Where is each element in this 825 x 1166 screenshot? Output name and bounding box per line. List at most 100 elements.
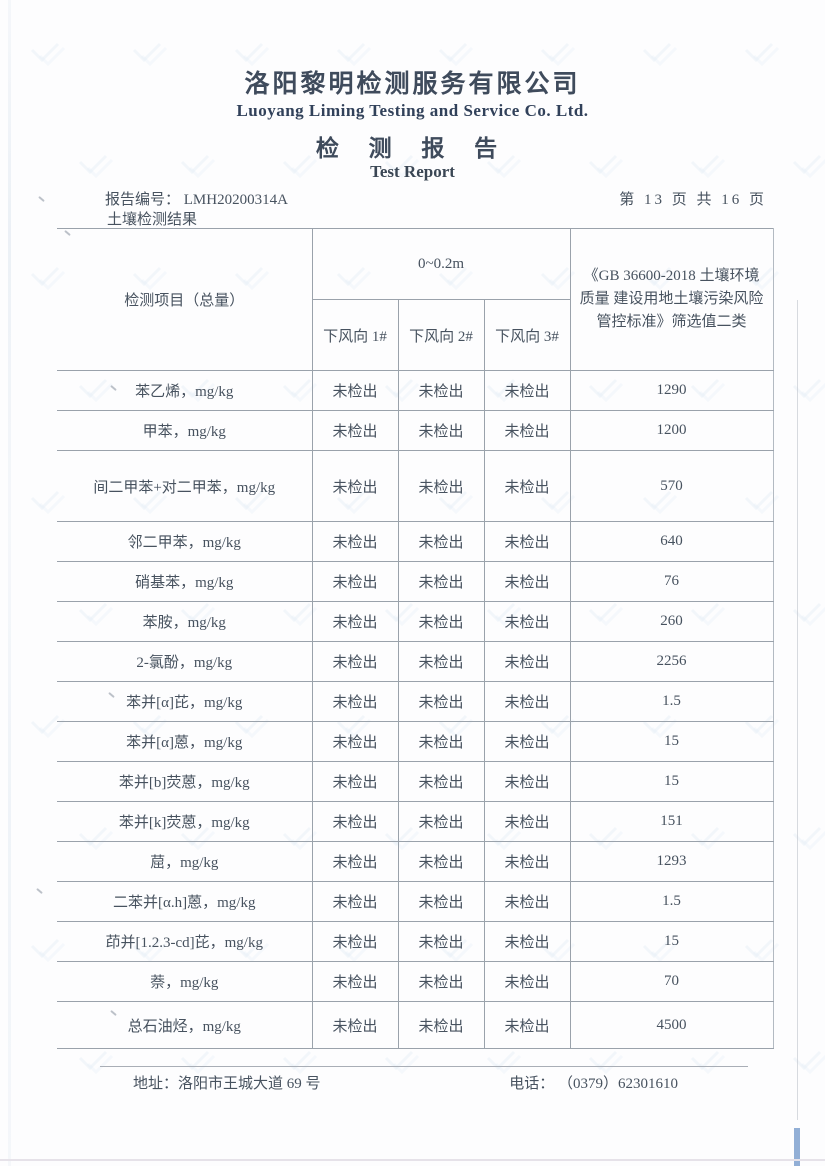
result-cell: 未检出: [483, 721, 571, 762]
table-row: 总石油烃，mg/kg 未检出 未检出 未检出 4500: [57, 1001, 774, 1049]
table-row: 苯并[α]蒽，mg/kg 未检出 未检出 未检出 15: [57, 721, 774, 762]
result-cell: 未检出: [311, 641, 399, 682]
table-row: 䓛，mg/kg 未检出 未检出 未检出 1293: [57, 841, 774, 882]
result-cell: 未检出: [311, 1001, 399, 1049]
item-cell: 甲苯，mg/kg: [57, 410, 313, 451]
result-cell: 未检出: [397, 761, 485, 802]
table-row: 甲苯，mg/kg 未检出 未检出 未检出 1200: [57, 410, 774, 451]
watermark-chevron-icon: [792, 378, 825, 403]
result-cell: 未检出: [483, 450, 571, 522]
result-cell: 未检出: [311, 921, 399, 962]
table-row: 苯并[k]荧蒽，mg/kg 未检出 未检出 未检出 151: [57, 801, 774, 842]
limit-cell: 15: [569, 721, 774, 762]
item-cell: 萘，mg/kg: [57, 961, 313, 1002]
table-row: 苯胺，mg/kg 未检出 未检出 未检出 260: [57, 601, 774, 642]
result-cell: 未检出: [311, 681, 399, 722]
report-number-value: LMH20200314A: [183, 192, 288, 208]
result-cell: 未检出: [483, 410, 571, 451]
result-cell: 未检出: [483, 681, 571, 722]
table-row: 间二甲苯+对二甲苯，mg/kg 未检出 未检出 未检出 570: [57, 450, 774, 522]
result-cell: 未检出: [397, 721, 485, 762]
result-cell: 未检出: [397, 601, 485, 642]
result-cell: 未检出: [311, 370, 399, 411]
table-row: 二苯并[α.h]蒽，mg/kg 未检出 未检出 未检出 1.5: [57, 881, 774, 922]
result-cell: 未检出: [483, 961, 571, 1002]
table-row: 邻二甲苯，mg/kg 未检出 未检出 未检出 640: [57, 521, 774, 562]
result-cell: 未检出: [311, 521, 399, 562]
item-cell: 邻二甲苯，mg/kg: [57, 521, 313, 562]
column-header-downwind-2: 下风向 2#: [397, 299, 485, 371]
limit-cell: 2256: [569, 641, 774, 682]
result-cell: 未检出: [483, 561, 571, 602]
watermark-chevron-icon: [690, 1050, 726, 1075]
limit-cell: 640: [569, 521, 774, 562]
result-cell: 未检出: [311, 601, 399, 642]
result-cell: 未检出: [397, 410, 485, 451]
result-cell: 未检出: [311, 841, 399, 882]
footer-address: 地址：洛阳市王城大道 69 号: [133, 1072, 321, 1093]
item-cell: 二苯并[α.h]蒽，mg/kg: [57, 881, 313, 922]
limit-cell: 70: [569, 961, 774, 1002]
result-cell: 未检出: [397, 801, 485, 842]
footer-address-label: 地址：: [133, 1076, 179, 1092]
column-header-downwind-3: 下风向 3#: [483, 299, 571, 371]
watermark-chevron-icon: [792, 826, 825, 851]
limit-cell: 4500: [569, 1001, 774, 1049]
report-title-en: Test Report: [370, 162, 455, 181]
table-row: 茚并[1.2.3-cd]芘，mg/kg 未检出 未检出 未检出 15: [57, 921, 774, 962]
result-cell: 未检出: [397, 370, 485, 411]
result-cell: 未检出: [311, 721, 399, 762]
result-cell: 未检出: [311, 561, 399, 602]
item-cell: 硝基苯，mg/kg: [57, 561, 313, 602]
item-cell: 苯并[k]荧蒽，mg/kg: [57, 801, 313, 842]
result-cell: 未检出: [483, 921, 571, 962]
result-cell: 未检出: [397, 1001, 485, 1049]
table-row: 2-氯酚，mg/kg 未检出 未检出 未检出 2256: [57, 641, 774, 682]
scan-edge-line-bottom: [0, 1159, 825, 1161]
results-table: 检测项目（总量） 0~0.2m 《GB 36600-2018 土壤环境质量 建设…: [57, 228, 774, 1049]
scan-blue-mark-bottom-right: [794, 1128, 800, 1166]
table-row: 苯并[b]荧蒽，mg/kg 未检出 未检出 未检出 15: [57, 761, 774, 802]
result-cell: 未检出: [397, 921, 485, 962]
item-cell: 䓛，mg/kg: [57, 841, 313, 882]
limit-cell: 1293: [569, 841, 774, 882]
footer-phone: 电话： （0379）62301610: [509, 1072, 678, 1093]
result-cell: 未检出: [483, 841, 571, 882]
scan-edge-line-right: [797, 300, 798, 1120]
column-header-limit: 《GB 36600-2018 土壤环境质量 建设用地土壤污染风险管控标准》筛选值…: [569, 228, 774, 371]
result-cell: 未检出: [483, 1001, 571, 1049]
scan-edge-strip-left: [8, 0, 11, 1166]
watermark-chevron-icon: [78, 1050, 114, 1075]
result-cell: 未检出: [311, 961, 399, 1002]
limit-cell: 260: [569, 601, 774, 642]
table-row: 萘，mg/kg 未检出 未检出 未检出 70: [57, 961, 774, 1002]
result-cell: 未检出: [397, 641, 485, 682]
item-cell: 总石油烃，mg/kg: [57, 1001, 313, 1049]
limit-cell: 1200: [569, 410, 774, 451]
limit-cell: 15: [569, 761, 774, 802]
result-cell: 未检出: [483, 521, 571, 562]
report-number: 报告编号： LMH20200314A: [105, 188, 288, 209]
result-cell: 未检出: [311, 410, 399, 451]
result-cell: 未检出: [483, 601, 571, 642]
company-name-cn: 洛阳黎明检测服务有限公司: [244, 71, 581, 98]
limit-cell: 151: [569, 801, 774, 842]
limit-cell: 570: [569, 450, 774, 522]
column-header-item: 检测项目（总量）: [57, 228, 313, 371]
report-meta-row: 报告编号： LMH20200314A 第 13 页 共 16 页: [105, 188, 767, 209]
result-cell: 未检出: [397, 450, 485, 522]
item-cell: 2-氯酚，mg/kg: [57, 641, 313, 682]
item-cell: 苯并[α]蒽，mg/kg: [57, 721, 313, 762]
result-cell: 未检出: [397, 881, 485, 922]
scan-speck: [36, 887, 43, 895]
table-row: 苯并[α]芘，mg/kg 未检出 未检出 未检出 1.5: [57, 681, 774, 722]
result-cell: 未检出: [397, 681, 485, 722]
report-number-label: 报告编号：: [105, 192, 181, 208]
column-header-downwind-1: 下风向 1#: [311, 299, 399, 371]
item-cell: 苯胺，mg/kg: [57, 601, 313, 642]
column-header-depth: 0~0.2m: [311, 228, 571, 300]
result-cell: 未检出: [483, 881, 571, 922]
result-cell: 未检出: [483, 761, 571, 802]
report-title-cn: 检 测 报 告: [315, 136, 510, 161]
scan-speck: [38, 195, 45, 203]
